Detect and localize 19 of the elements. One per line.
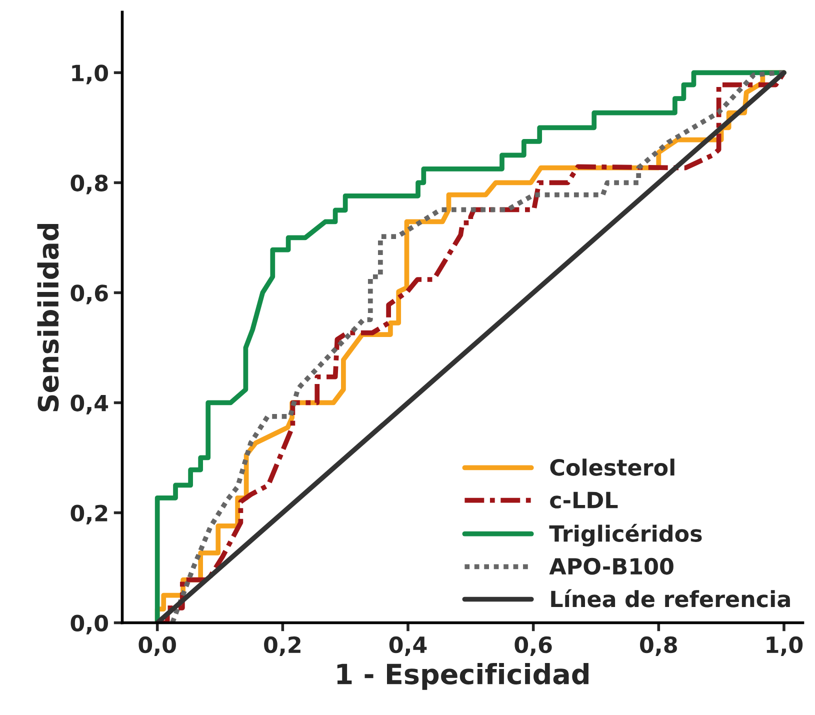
y-tick-label: 0,8 — [70, 174, 108, 194]
legend-label: Colesterol — [550, 458, 674, 476]
x-tick-label: 0,4 — [389, 636, 427, 656]
y-tick-label: 0,2 — [70, 504, 108, 524]
y-tick-label: 1,0 — [72, 64, 108, 84]
legend-label: c-LDL — [550, 492, 618, 508]
x-tick-label: 0,6 — [514, 636, 552, 656]
x-tick-label: 0,8 — [640, 636, 677, 656]
y-axis-title: Sensibilidad — [37, 224, 59, 412]
x-tick-label: 0,2 — [264, 636, 300, 656]
x-tick-label: 1,0 — [766, 636, 803, 656]
y-tick-label: 0,4 — [70, 394, 108, 414]
legend-label: Línea de referencia — [551, 589, 790, 608]
y-tick-label: 0,6 — [70, 284, 108, 304]
legend-label: Triglicéridos — [549, 524, 702, 546]
x-tick-label: 0,0 — [138, 636, 176, 656]
y-tick-label: 0,0 — [70, 614, 108, 634]
x-axis-title: 1 - Especificidad — [337, 663, 588, 690]
legend-label: APO-B100 — [549, 558, 674, 575]
